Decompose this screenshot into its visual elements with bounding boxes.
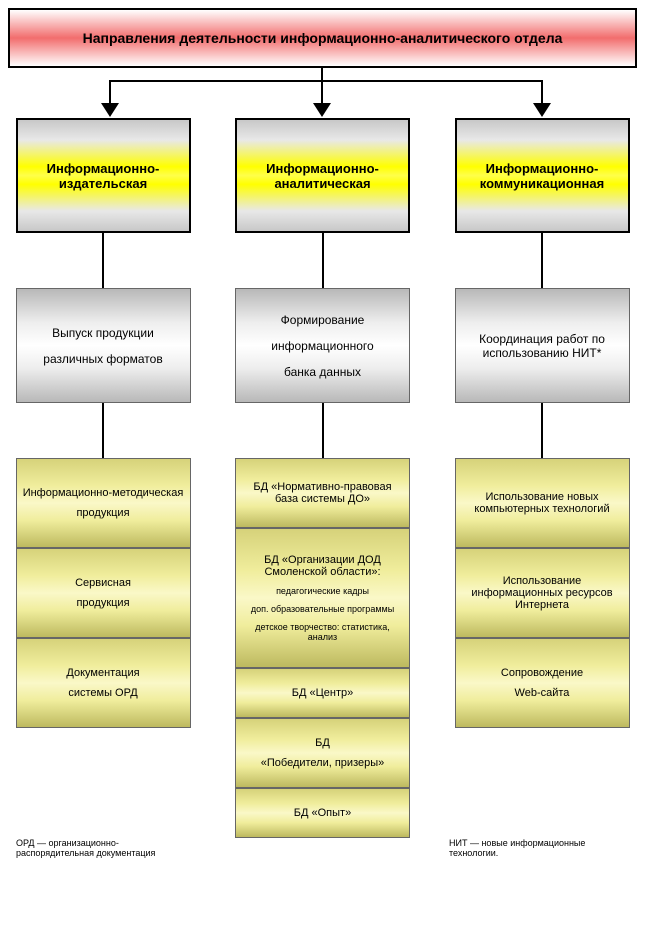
leaf-title: БД «Организации ДОД Смоленской области»: — [242, 554, 403, 578]
leaf-box: Информационно-методическая продукция — [16, 458, 191, 548]
category-box-1: Информационно-аналитическая — [235, 118, 410, 233]
sub-line: информационного — [271, 339, 373, 353]
sub-box-1: Формирование информационного банка данны… — [235, 288, 410, 403]
category-label: Информационно-аналитическая — [243, 161, 402, 191]
column-0: Информационно-издательская Выпуск продук… — [8, 118, 198, 838]
column-2: Информационно-коммуникационная Координац… — [447, 118, 637, 838]
category-label: Информационно-коммуникационная — [463, 161, 622, 191]
leaf-detail: детское творчество: статистика, анализ — [242, 622, 403, 642]
sub-box-2: Координация работ по использованию НИТ* — [455, 288, 630, 403]
leaf-line: продукция — [76, 507, 129, 519]
connector — [102, 403, 104, 458]
title-box: Направления деятельности информационно-а… — [8, 8, 637, 68]
leaf-line: БД «Центр» — [292, 687, 353, 699]
leaf-line: «Победители, призеры» — [261, 757, 385, 769]
leaf-detail: доп. образовательные программы — [251, 604, 394, 614]
sub-box-0: Выпуск продукции различных форматов — [16, 288, 191, 403]
connector — [541, 233, 543, 288]
leaf-box: БД «Опыт» — [235, 788, 410, 838]
leaf-detail: педагогические кадры — [276, 586, 369, 596]
leaf-line: Сервисная — [75, 577, 131, 589]
leaf-box: БД «Победители, призеры» — [235, 718, 410, 788]
leaf-line: Использование информационных ресурсов Ин… — [462, 575, 623, 611]
leaf-line: БД «Нормативно-правовая база системы ДО» — [242, 481, 403, 505]
connector — [322, 403, 324, 458]
leaf-line: Информационно-методическая — [23, 487, 184, 499]
category-label: Информационно-издательская — [24, 161, 183, 191]
leaf-box-detail: БД «Организации ДОД Смоленской области»:… — [235, 528, 410, 668]
connector — [322, 233, 324, 288]
column-1: Информационно-аналитическая Формирование… — [228, 118, 418, 838]
leaf-line: Документация — [66, 667, 139, 679]
sub-line: Выпуск продукции — [52, 326, 154, 340]
leaf-box: БД «Нормативно-правовая база системы ДО» — [235, 458, 410, 528]
leaf-line: БД «Опыт» — [294, 807, 351, 819]
leaf-box: БД «Центр» — [235, 668, 410, 718]
leaf-box: Использование информационных ресурсов Ин… — [455, 548, 630, 638]
leaf-line: Web-сайта — [515, 687, 570, 699]
connector — [102, 233, 104, 288]
connector — [541, 403, 543, 458]
leaf-line: Сопровождение — [501, 667, 583, 679]
category-box-2: Информационно-коммуникационная — [455, 118, 630, 233]
footnotes: ОРД — организационно-распорядительная до… — [8, 838, 637, 858]
footnote-left: ОРД — организационно-распорядительная до… — [16, 838, 196, 858]
sub-line: различных форматов — [43, 352, 162, 366]
connector-title-to-categories — [8, 68, 637, 118]
leaf-box: Использование новых компьютерных техноло… — [455, 458, 630, 548]
columns-wrapper: Информационно-издательская Выпуск продук… — [8, 118, 637, 838]
title-text: Направления деятельности информационно-а… — [83, 30, 563, 46]
leaf-box: Сервисная продукция — [16, 548, 191, 638]
sub-line: банка данных — [284, 365, 361, 379]
sub-line: Координация работ по использованию НИТ* — [462, 332, 623, 360]
leaf-line: БД — [315, 737, 330, 749]
leaf-box: Сопровождение Web-сайта — [455, 638, 630, 728]
leaf-box: Документация системы ОРД — [16, 638, 191, 728]
sub-line: Формирование — [281, 313, 365, 327]
leaf-line: продукция — [76, 597, 129, 609]
footnote-right: НИТ — новые информационные технологии. — [449, 838, 629, 858]
leaf-line: системы ОРД — [68, 687, 137, 699]
leaf-line: Использование новых компьютерных техноло… — [462, 491, 623, 515]
category-box-0: Информационно-издательская — [16, 118, 191, 233]
